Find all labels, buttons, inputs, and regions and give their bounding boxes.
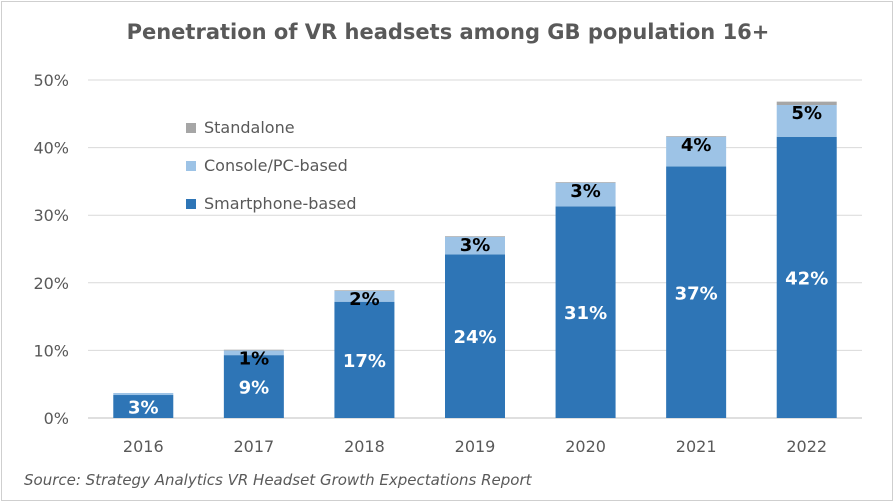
bar-segment [555, 182, 616, 183]
data-label: 3% [128, 398, 159, 419]
bar-segment [223, 349, 284, 351]
data-label: 4% [681, 135, 712, 156]
bar-segment [666, 136, 727, 137]
x-tick-label: 2019 [455, 437, 496, 456]
bar-segment [445, 236, 505, 237]
bar-segment [555, 182, 616, 207]
bar-segment [555, 206, 616, 418]
legend-label-console-pc: Console/PC-based [204, 156, 348, 175]
bar-segment [776, 136, 837, 418]
x-tick-label: 2016 [123, 437, 164, 456]
data-label: 9% [239, 378, 270, 399]
data-label: 24% [453, 327, 496, 348]
legend-label-standalone: Standalone [204, 118, 295, 137]
bar-segment [334, 290, 395, 302]
bar-segment [223, 350, 284, 356]
legend-swatch-console-pc [186, 161, 196, 171]
data-label: 37% [675, 283, 718, 304]
y-tick-label: 30% [33, 206, 69, 225]
data-label: 1% [239, 348, 270, 369]
data-label: 31% [564, 303, 607, 324]
bar-segment [776, 101, 837, 106]
y-tick-label: 50% [33, 71, 69, 90]
legend-swatch-smartphone [186, 199, 196, 209]
data-label: 3% [460, 235, 491, 256]
legend-swatch-standalone [186, 123, 196, 133]
data-label: 5% [791, 103, 822, 124]
data-label: 3% [570, 181, 601, 202]
bar-segment [666, 166, 727, 418]
data-label: 42% [785, 268, 828, 289]
bar-segment [666, 136, 727, 167]
legend-label-smartphone: Smartphone-based [204, 194, 357, 213]
bar-segment [334, 301, 395, 418]
chart-title: Penetration of VR headsets among GB popu… [126, 20, 770, 44]
x-tick-label: 2022 [786, 437, 827, 456]
x-tick-label: 2017 [233, 437, 274, 456]
data-label: 17% [343, 351, 386, 372]
bar-segment [223, 355, 284, 418]
x-tick-label: 2018 [344, 437, 385, 456]
data-label: 2% [349, 289, 380, 310]
x-tick-label: 2020 [565, 437, 606, 456]
y-tick-label: 20% [33, 274, 69, 293]
source-note: Source: Strategy Analytics VR Headset Gr… [24, 471, 532, 489]
bar-segment [776, 105, 837, 137]
bar-segment [113, 392, 174, 396]
bar-segment [334, 290, 395, 291]
y-tick-label: 10% [33, 341, 69, 360]
bar-segment [445, 236, 505, 255]
bar-segment [445, 254, 505, 418]
x-tick-label: 2021 [676, 437, 717, 456]
bar-segment [113, 395, 174, 418]
y-tick-label: 40% [33, 139, 69, 158]
y-tick-label: 0% [44, 409, 69, 428]
